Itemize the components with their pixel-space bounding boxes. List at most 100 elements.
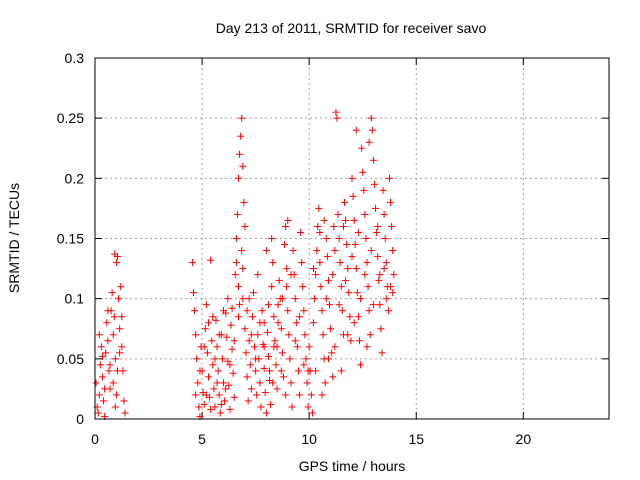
data-point — [222, 385, 230, 393]
data-point — [112, 391, 120, 399]
data-point — [388, 222, 396, 230]
data-point — [328, 349, 336, 357]
data-point — [278, 349, 286, 357]
data-point — [346, 313, 354, 321]
data-point — [266, 367, 274, 375]
data-point — [271, 337, 279, 345]
data-point — [363, 343, 371, 351]
data-point — [239, 162, 247, 170]
data-point — [269, 379, 277, 387]
data-point — [105, 367, 113, 375]
data-point — [329, 271, 337, 279]
data-point — [322, 295, 330, 303]
data-point — [245, 295, 253, 303]
data-point — [367, 114, 375, 122]
data-point — [301, 331, 309, 339]
data-point — [380, 265, 388, 273]
data-point — [373, 228, 381, 236]
data-point — [263, 328, 271, 336]
data-point — [385, 174, 393, 182]
data-point — [236, 301, 244, 309]
axis-ticks: 0 0.05 0.1 0.15 0.2 0.25 0.3 0 5 10 15 20 — [57, 50, 609, 447]
data-point — [238, 247, 246, 255]
data-point — [384, 307, 392, 315]
data-point — [368, 126, 376, 134]
data-point — [220, 307, 227, 315]
data-point — [344, 331, 352, 339]
data-point — [360, 186, 368, 194]
data-point — [256, 319, 264, 327]
y-tick-label: 0.3 — [65, 50, 85, 66]
y-tick-label: 0.05 — [57, 351, 84, 367]
data-point — [212, 316, 220, 324]
data-point — [224, 357, 232, 365]
data-point — [208, 337, 216, 345]
data-point — [337, 367, 345, 375]
data-point — [232, 259, 240, 267]
data-point — [238, 114, 246, 122]
data-point — [289, 247, 297, 255]
data-point — [335, 301, 343, 309]
data-point — [320, 216, 328, 224]
data-point — [260, 364, 268, 372]
data-point — [234, 174, 242, 182]
data-point — [317, 283, 325, 291]
data-point — [311, 295, 319, 303]
data-point — [274, 301, 282, 309]
data-point — [375, 277, 383, 285]
data-point — [348, 253, 356, 261]
data-point — [211, 355, 219, 363]
data-point — [251, 343, 259, 351]
data-point — [205, 373, 213, 381]
data-point — [387, 283, 395, 291]
data-point — [207, 405, 215, 413]
data-point — [270, 313, 278, 321]
data-point — [220, 379, 227, 387]
data-point — [262, 247, 270, 255]
data-point — [268, 235, 276, 242]
data-point — [284, 216, 292, 224]
data-point — [246, 361, 254, 369]
data-point — [248, 313, 256, 321]
data-point — [202, 391, 210, 399]
data-point — [224, 295, 232, 303]
data-point — [355, 337, 363, 345]
data-point — [92, 379, 100, 387]
data-point — [270, 343, 278, 351]
data-point — [231, 271, 239, 279]
data-point — [389, 289, 397, 297]
data-point — [237, 132, 245, 140]
data-point — [309, 265, 317, 273]
data-point — [332, 108, 340, 116]
data-point — [296, 313, 304, 321]
data-point — [389, 247, 397, 255]
data-point — [218, 355, 226, 363]
data-point — [364, 283, 372, 291]
data-point — [365, 138, 373, 146]
data-point — [330, 222, 338, 230]
data-point — [287, 379, 295, 387]
data-point — [240, 198, 248, 206]
data-point — [369, 156, 377, 164]
data-point — [316, 228, 324, 236]
data-point — [230, 393, 238, 401]
x-axis-label: GPS time / hours — [299, 458, 406, 474]
data-point — [297, 228, 305, 236]
data-point — [258, 307, 266, 315]
data-point — [345, 289, 353, 297]
data-point — [326, 301, 334, 309]
data-point — [353, 289, 361, 297]
y-tick-label: 0.2 — [65, 170, 85, 186]
data-point — [253, 391, 261, 399]
data-point — [209, 361, 217, 369]
data-point — [378, 349, 386, 357]
data-point — [299, 283, 307, 291]
y-tick-label: 0.1 — [65, 291, 85, 307]
data-point — [100, 397, 108, 405]
data-point — [291, 337, 299, 345]
data-point — [252, 355, 260, 363]
data-point — [341, 198, 349, 206]
data-point — [361, 271, 369, 279]
data-point — [203, 349, 211, 357]
data-point — [377, 325, 385, 333]
